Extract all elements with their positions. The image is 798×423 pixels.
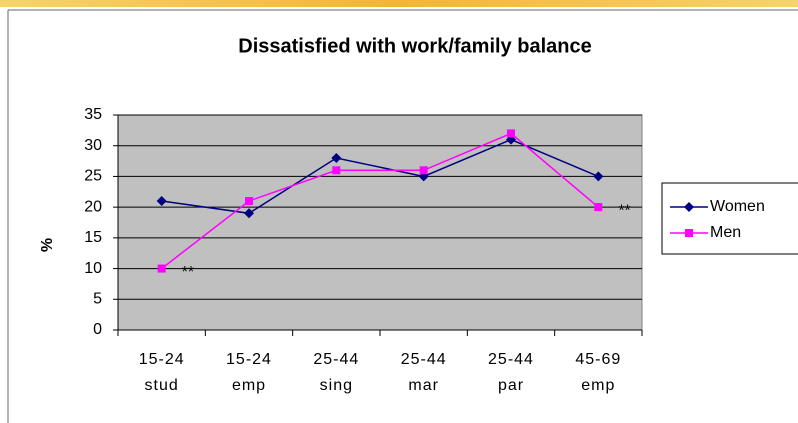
y-axis-label: % — [39, 238, 56, 252]
x-tick-label: 45-69 — [575, 351, 621, 368]
legend-marker — [684, 202, 694, 212]
data-point — [331, 153, 342, 163]
data-point — [156, 196, 167, 206]
legend-label: Women — [710, 198, 765, 215]
y-tick-label: 25 — [84, 168, 102, 185]
x-tick-label: 25-44 — [401, 351, 447, 368]
y-tick-label: 20 — [84, 198, 102, 215]
data-point — [593, 171, 604, 182]
y-tick-label: 5 — [93, 291, 102, 308]
x-tick-label: 15-24 — [226, 351, 272, 368]
x-tick-label: mar — [408, 377, 439, 394]
x-tick-label: 15-24 — [139, 351, 185, 368]
legend-marker — [685, 229, 693, 237]
x-tick-label: stud — [145, 377, 179, 394]
x-tick-label: sing — [320, 377, 353, 394]
data-point — [507, 129, 515, 138]
data-point — [245, 197, 253, 205]
x-tick-label: par — [498, 377, 524, 394]
legend-label: Men — [710, 224, 741, 241]
legend-box — [661, 182, 798, 255]
chart-title: Dissatisfied with work/family balance — [238, 35, 591, 57]
x-tick-label: emp — [232, 377, 266, 394]
data-point — [157, 264, 166, 273]
x-tick-label: 25-44 — [313, 351, 359, 368]
plot-area — [117, 114, 643, 331]
data-point — [594, 203, 603, 212]
y-tick-label: 10 — [84, 260, 102, 277]
slide-decoration — [0, 0, 798, 7]
x-tick-label: emp — [581, 377, 615, 394]
data-point — [419, 166, 428, 175]
y-tick-label: 15 — [84, 229, 102, 246]
x-tick-label: 25-44 — [488, 351, 534, 368]
annotation: ** — [618, 202, 630, 219]
y-tick-label: 30 — [84, 137, 102, 154]
data-point — [332, 166, 341, 175]
data-point — [244, 208, 254, 219]
y-tick-label: 0 — [93, 321, 102, 338]
series-line — [161, 132, 599, 270]
annotation: ** — [182, 264, 194, 281]
y-tick-label: 35 — [84, 106, 102, 123]
